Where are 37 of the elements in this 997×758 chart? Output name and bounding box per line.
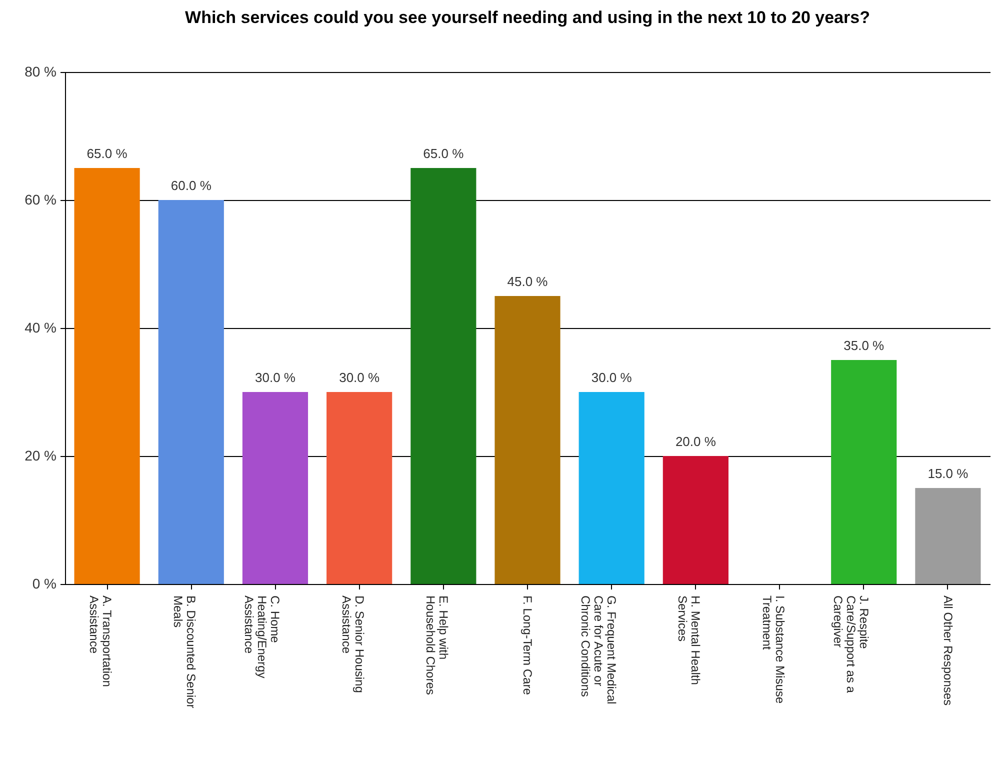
data-label: 60.0 %	[170, 178, 212, 193]
x-tick-label: A. Transportation Assistance	[87, 596, 114, 687]
x-tick-label: C. Home Heating/Energy Assistance	[242, 596, 282, 678]
bar	[74, 168, 140, 584]
x-tick-label: I. Substance Misuse Treatment	[760, 596, 787, 704]
x-tick-label: F. Long-Term Care	[520, 596, 534, 696]
y-tick-label: 80 %	[24, 64, 56, 80]
bar	[662, 456, 728, 584]
bar	[158, 200, 224, 584]
data-label: 20.0 %	[675, 434, 716, 449]
data-label: 30.0 %	[339, 370, 380, 385]
y-tick-label: 20 %	[24, 448, 56, 464]
bar	[915, 488, 981, 584]
bar	[494, 296, 560, 584]
data-label: 65.0 %	[86, 146, 128, 161]
bar	[410, 168, 476, 584]
y-tick-label: 0 %	[32, 576, 56, 592]
y-tick-label: 40 %	[24, 320, 56, 336]
x-tick-label: H. Mental Health Services	[676, 596, 703, 685]
data-label: 30.0 %	[591, 370, 632, 385]
data-label: 35.0 %	[844, 338, 885, 353]
x-tick-label: B. Discounted Senior Meals	[171, 596, 198, 708]
data-label: 15.0 %	[928, 466, 969, 481]
x-tick-label: D. Senior Housing Assistance	[339, 596, 366, 693]
chart-title: Which services could you see yourself needing and using in the next 10 to 20 years?	[185, 8, 870, 27]
data-label: 45.0 %	[507, 274, 548, 289]
data-label: 30.0 %	[254, 370, 296, 385]
x-tick-label: G. Frequent Medical Care for Acute or Chronic Conditions	[578, 596, 619, 704]
bar	[578, 392, 644, 584]
data-label: 65.0 %	[423, 146, 464, 161]
x-tick-label: All Other Responses	[940, 596, 955, 706]
x-tick-label: E. Help with Household Chores	[423, 596, 450, 695]
bar	[326, 392, 392, 584]
y-tick-label: 60 %	[24, 192, 56, 208]
bar	[242, 392, 308, 584]
bar	[831, 360, 897, 584]
x-tick-label: J. Respite Care/Support as a Caregiver	[830, 596, 871, 694]
